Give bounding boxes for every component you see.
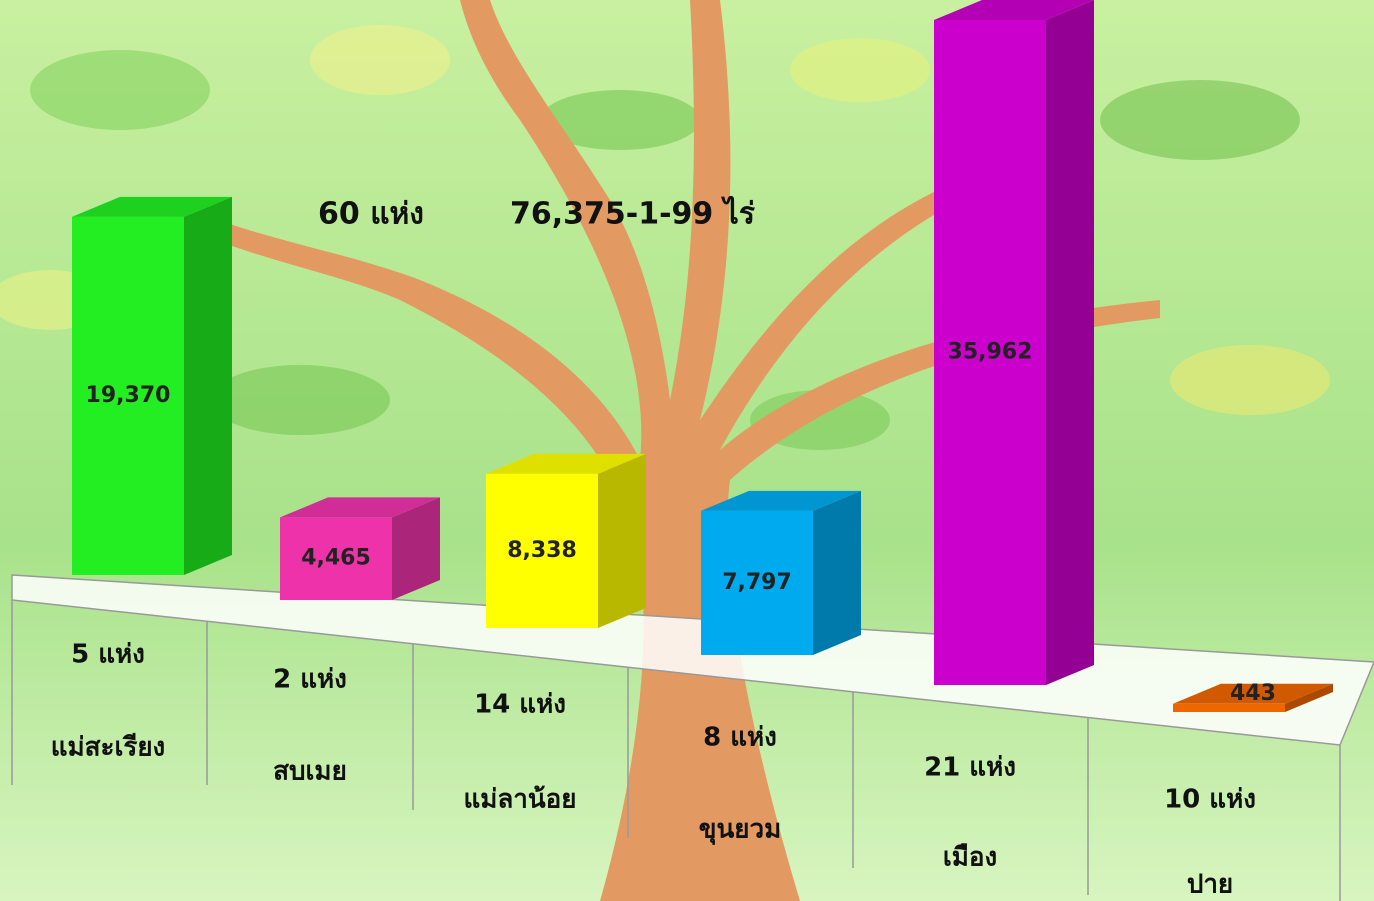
data-label: 19,370 xyxy=(86,383,171,408)
data-label: 443 xyxy=(1230,681,1276,706)
bar xyxy=(1173,703,1285,712)
bar-side xyxy=(813,490,861,655)
tree-trunk xyxy=(170,0,1160,901)
data-label: 7,797 xyxy=(722,570,792,595)
data-label: 4,465 xyxy=(301,546,371,571)
bar xyxy=(72,216,184,575)
bar-top xyxy=(486,453,646,474)
x-tick-label: ปาย xyxy=(1187,870,1233,900)
bar-top xyxy=(934,0,1094,20)
bar-side xyxy=(392,497,440,600)
site-count: 21 แห่ง xyxy=(924,753,1016,783)
bar-side xyxy=(598,453,646,628)
bar-side xyxy=(1046,0,1094,685)
bar-top xyxy=(280,497,440,518)
bar-top xyxy=(72,196,232,217)
site-count: 8 แห่ง xyxy=(703,723,777,753)
site-count: 5 แห่ง xyxy=(71,640,145,670)
site-count: 14 แห่ง xyxy=(474,690,566,720)
data-label: 8,338 xyxy=(507,538,577,563)
x-tick-label: สบเมย xyxy=(273,757,347,787)
x-tick-label: แม่ลาน้อย xyxy=(463,785,576,815)
bar xyxy=(934,20,1046,685)
data-label: 35,962 xyxy=(948,340,1033,365)
table-lines xyxy=(11,600,1341,901)
bar xyxy=(280,517,392,600)
bar-side xyxy=(184,196,232,575)
bar-top xyxy=(701,490,861,511)
site-count: 2 แห่ง xyxy=(273,665,347,695)
bar-side xyxy=(1285,683,1333,712)
bar xyxy=(701,510,813,655)
bar-top xyxy=(1173,683,1333,704)
x-tick-label: ขุนยวม xyxy=(699,815,782,846)
bar xyxy=(486,473,598,628)
x-tick-label: เมือง xyxy=(943,843,997,873)
x-tick-label: แม่สะเรียง xyxy=(51,733,166,763)
annotation: 60 แห่ง xyxy=(318,197,424,232)
annotation: 76,375-1-99 ไร่ xyxy=(510,196,755,232)
site-count: 10 แห่ง xyxy=(1164,785,1256,815)
